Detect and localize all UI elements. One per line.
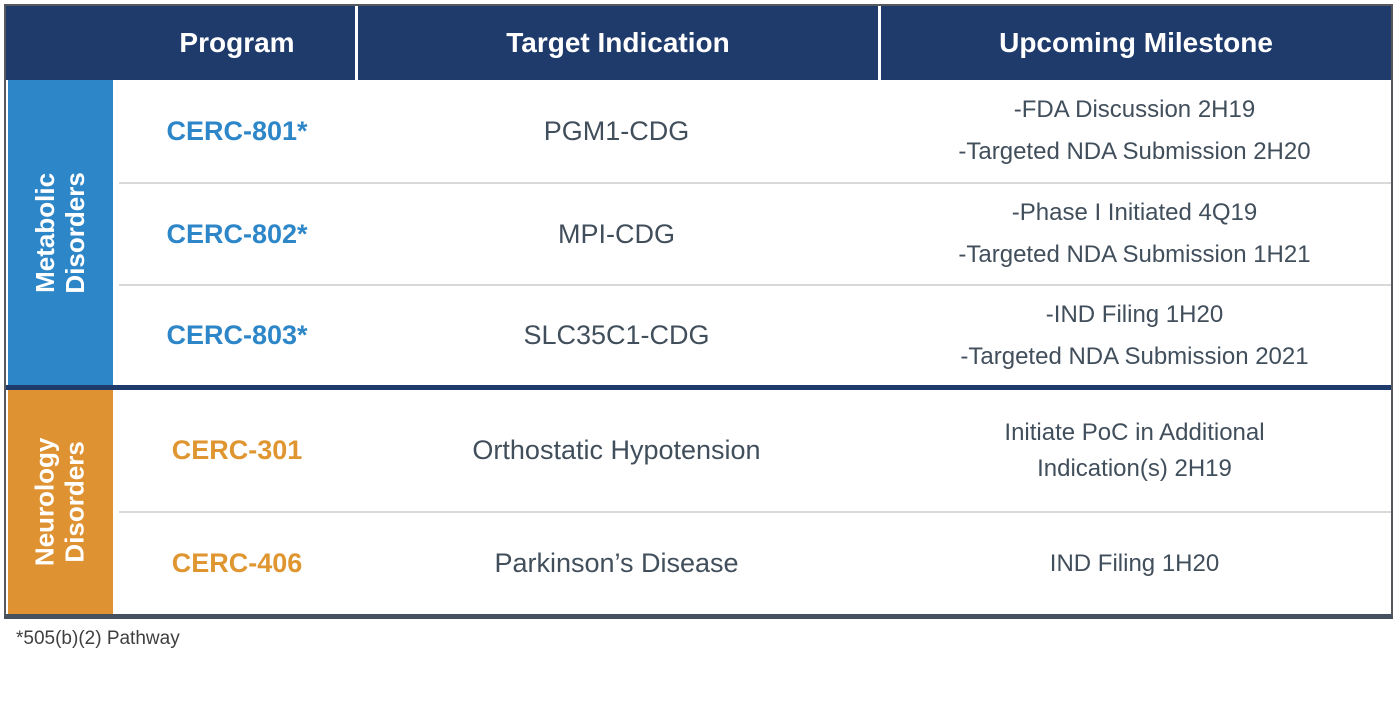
milestone-line: -Targeted NDA Submission 2H20	[958, 138, 1311, 165]
row-divider	[119, 182, 1391, 184]
section-rows: CERC-301 Orthostatic Hypotension Initiat…	[119, 390, 1391, 614]
milestone-line: -Phase I Initiated 4Q19	[1011, 199, 1258, 226]
milestone-cell: Initiate PoC in Additional Indication(s)…	[878, 415, 1391, 487]
section-label-metabolic: Metabolic Disorders	[8, 80, 113, 385]
milestone-line: -IND Filing 1H20	[1045, 300, 1224, 328]
header-separator	[355, 6, 358, 80]
section-label-line: Disorders	[59, 441, 90, 563]
column-header-program: Program	[179, 27, 295, 58]
milestone-cell: IND Filing 1H20	[878, 546, 1391, 582]
milestone-line: Indication(s) 2H19	[1037, 454, 1232, 482]
program-cell: CERC-801*	[166, 115, 308, 146]
pipeline-table: Program Target Indication Upcoming Miles…	[4, 4, 1393, 619]
header-separator	[878, 6, 881, 80]
program-cell: CERC-406	[171, 548, 303, 578]
indication-cell: SLC35C1-CDG	[523, 320, 710, 350]
section-rows: CERC-801* PGM1-CDG -FDA Discussion 2H19 …	[119, 80, 1391, 385]
indication-cell: PGM1-CDG	[543, 115, 690, 146]
milestone-cell: -IND Filing 1H20 -Targeted NDA Submissio…	[878, 294, 1391, 378]
program-cell: CERC-301	[171, 435, 303, 465]
table-row-cerc-801: CERC-801* PGM1-CDG -FDA Discussion 2H19 …	[119, 80, 1391, 182]
milestone-line: IND Filing 1H20	[1049, 549, 1220, 577]
section-metabolic-disorders: Metabolic Disorders CERC-801* PGM1-CDG -…	[6, 80, 1391, 385]
table-row-cerc-803: CERC-803* SLC35C1-CDG -IND Filing 1H20 -…	[119, 286, 1391, 385]
column-header-upcoming-milestone: Upcoming Milestone	[999, 27, 1273, 58]
row-divider	[119, 511, 1391, 513]
indication-cell: Parkinson’s Disease	[494, 548, 739, 578]
section-neurology-disorders: Neurology Disorders CERC-301 Orthostatic…	[6, 390, 1391, 614]
section-label-line: Disorders	[59, 171, 90, 294]
footnote: *505(b)(2) Pathway	[16, 628, 180, 649]
header-spacer	[6, 6, 119, 80]
milestone-line: -Targeted NDA Submission 1H21	[958, 241, 1311, 268]
section-label-text: Neurology Disorders	[29, 437, 91, 567]
section-label-neurology: Neurology Disorders	[8, 390, 113, 614]
indication-cell: Orthostatic Hypotension	[472, 435, 761, 465]
section-label-text: Metabolic Disorders	[29, 171, 91, 294]
table-row-cerc-301: CERC-301 Orthostatic Hypotension Initiat…	[119, 390, 1391, 511]
section-label-column: Neurology Disorders	[6, 390, 119, 614]
table-row-cerc-802: CERC-802* MPI-CDG -Phase I Initiated 4Q1…	[119, 184, 1391, 284]
milestone-line: Initiate PoC in Additional	[1004, 418, 1265, 446]
milestone-cell: -FDA Discussion 2H19 -Targeted NDA Submi…	[878, 89, 1391, 173]
indication-cell: MPI-CDG	[558, 218, 675, 249]
section-divider	[6, 385, 1391, 390]
program-cell: CERC-802*	[166, 218, 308, 249]
table-row-cerc-406: CERC-406 Parkinson’s Disease IND Filing …	[119, 513, 1391, 614]
milestone-line: -FDA Discussion 2H19	[1013, 96, 1256, 123]
column-header-target-indication: Target Indication	[506, 27, 730, 58]
milestone-cell: -Phase I Initiated 4Q19 -Targeted NDA Su…	[878, 192, 1391, 276]
milestone-line: -Targeted NDA Submission 2021	[960, 342, 1309, 370]
section-label-column: Metabolic Disorders	[6, 80, 119, 385]
section-label-line: Neurology	[29, 437, 60, 567]
section-label-line: Metabolic	[29, 172, 60, 293]
table-header-row: Program Target Indication Upcoming Miles…	[6, 6, 1391, 80]
program-cell: CERC-803*	[166, 320, 308, 350]
row-divider	[119, 284, 1391, 286]
